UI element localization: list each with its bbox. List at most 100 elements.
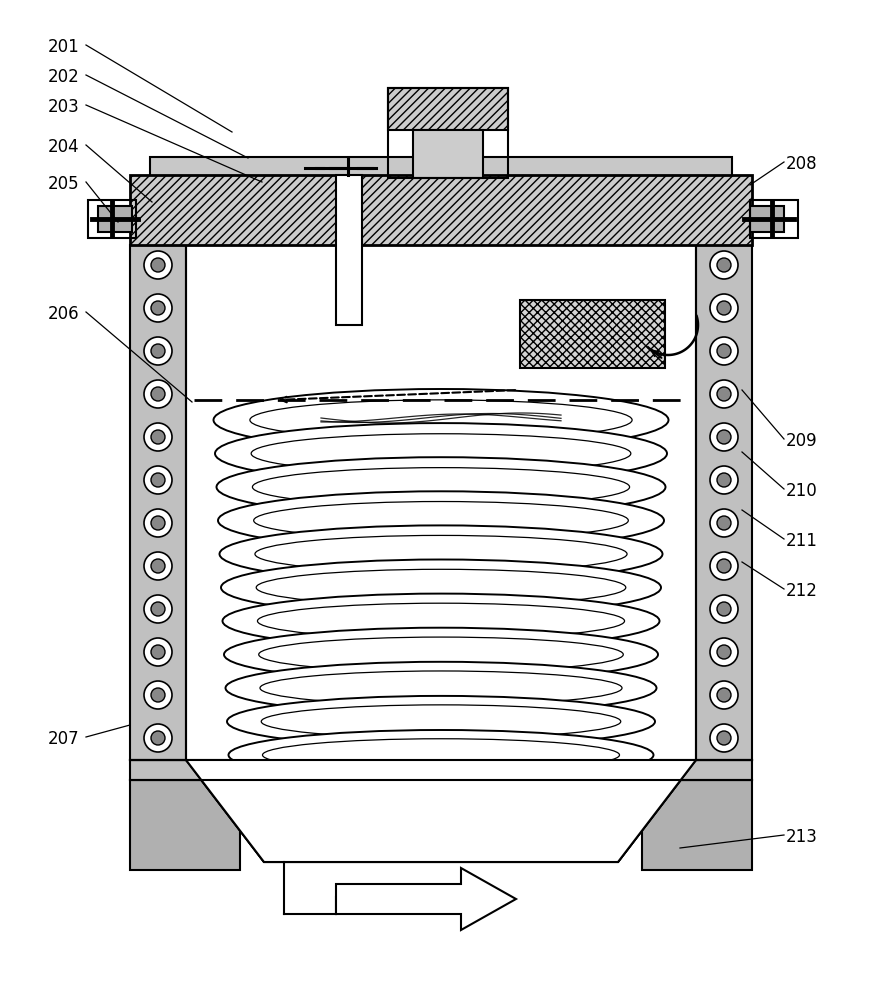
Circle shape — [710, 251, 738, 279]
Ellipse shape — [218, 491, 664, 550]
Ellipse shape — [251, 434, 631, 473]
Circle shape — [151, 516, 165, 530]
Bar — [696, 245, 752, 760]
Text: 207: 207 — [48, 730, 80, 748]
Bar — [98, 206, 132, 232]
Circle shape — [151, 473, 165, 487]
Circle shape — [710, 337, 738, 365]
Text: 212: 212 — [786, 582, 818, 600]
Polygon shape — [336, 868, 516, 930]
Circle shape — [717, 473, 731, 487]
Circle shape — [717, 430, 731, 444]
Ellipse shape — [223, 594, 659, 648]
Circle shape — [144, 380, 172, 408]
Circle shape — [151, 387, 165, 401]
Circle shape — [710, 294, 738, 322]
Circle shape — [151, 344, 165, 358]
Ellipse shape — [259, 637, 623, 672]
Circle shape — [717, 731, 731, 745]
Text: 210: 210 — [786, 482, 818, 500]
Circle shape — [710, 595, 738, 623]
Circle shape — [717, 559, 731, 573]
Bar — [88, 200, 136, 238]
Bar — [750, 206, 784, 232]
Bar — [150, 157, 732, 177]
Bar — [130, 780, 240, 870]
Bar — [336, 175, 362, 325]
Bar — [130, 175, 752, 245]
Ellipse shape — [217, 457, 666, 517]
Circle shape — [717, 301, 731, 315]
Text: 209: 209 — [786, 432, 818, 450]
Circle shape — [144, 251, 172, 279]
Circle shape — [710, 466, 738, 494]
Ellipse shape — [219, 525, 662, 583]
Circle shape — [710, 638, 738, 666]
Circle shape — [710, 552, 738, 580]
Circle shape — [144, 552, 172, 580]
Circle shape — [710, 509, 738, 537]
Circle shape — [717, 258, 731, 272]
Ellipse shape — [253, 468, 629, 506]
Circle shape — [717, 602, 731, 616]
Ellipse shape — [254, 502, 629, 539]
Ellipse shape — [255, 535, 627, 573]
Circle shape — [151, 645, 165, 659]
Ellipse shape — [256, 569, 626, 606]
Polygon shape — [186, 760, 696, 862]
Bar — [388, 88, 508, 130]
Circle shape — [717, 344, 731, 358]
Circle shape — [151, 301, 165, 315]
Ellipse shape — [260, 671, 622, 705]
Text: 213: 213 — [786, 828, 818, 846]
Text: 205: 205 — [48, 175, 80, 193]
Text: 203: 203 — [48, 98, 80, 116]
Ellipse shape — [263, 739, 620, 771]
Circle shape — [717, 516, 731, 530]
Circle shape — [717, 688, 731, 702]
Bar — [413, 130, 483, 178]
Circle shape — [151, 688, 165, 702]
Ellipse shape — [225, 662, 657, 714]
Circle shape — [144, 638, 172, 666]
Bar — [520, 300, 665, 368]
Circle shape — [151, 602, 165, 616]
Ellipse shape — [221, 560, 661, 615]
Text: 208: 208 — [786, 155, 818, 173]
Text: 206: 206 — [48, 305, 80, 323]
Circle shape — [144, 466, 172, 494]
Circle shape — [144, 509, 172, 537]
Circle shape — [144, 337, 172, 365]
Bar — [388, 88, 508, 178]
Circle shape — [144, 681, 172, 709]
Text: 202: 202 — [48, 68, 80, 86]
Ellipse shape — [257, 603, 624, 639]
Ellipse shape — [224, 628, 658, 681]
Ellipse shape — [215, 423, 667, 484]
Circle shape — [717, 645, 731, 659]
Circle shape — [144, 294, 172, 322]
Bar — [642, 780, 752, 870]
Circle shape — [710, 423, 738, 451]
Circle shape — [710, 724, 738, 752]
Circle shape — [144, 423, 172, 451]
Ellipse shape — [228, 730, 653, 780]
Circle shape — [710, 681, 738, 709]
Circle shape — [144, 595, 172, 623]
Bar — [130, 245, 186, 760]
Ellipse shape — [250, 400, 632, 440]
Circle shape — [151, 258, 165, 272]
Ellipse shape — [214, 389, 668, 451]
Circle shape — [710, 380, 738, 408]
Text: 201: 201 — [48, 38, 80, 56]
Polygon shape — [186, 760, 696, 862]
Circle shape — [151, 430, 165, 444]
Circle shape — [144, 724, 172, 752]
Circle shape — [151, 731, 165, 745]
Polygon shape — [130, 760, 752, 862]
Bar — [750, 200, 798, 238]
Ellipse shape — [262, 705, 621, 738]
Text: 204: 204 — [48, 138, 80, 156]
Circle shape — [151, 559, 165, 573]
Text: 211: 211 — [786, 532, 818, 550]
